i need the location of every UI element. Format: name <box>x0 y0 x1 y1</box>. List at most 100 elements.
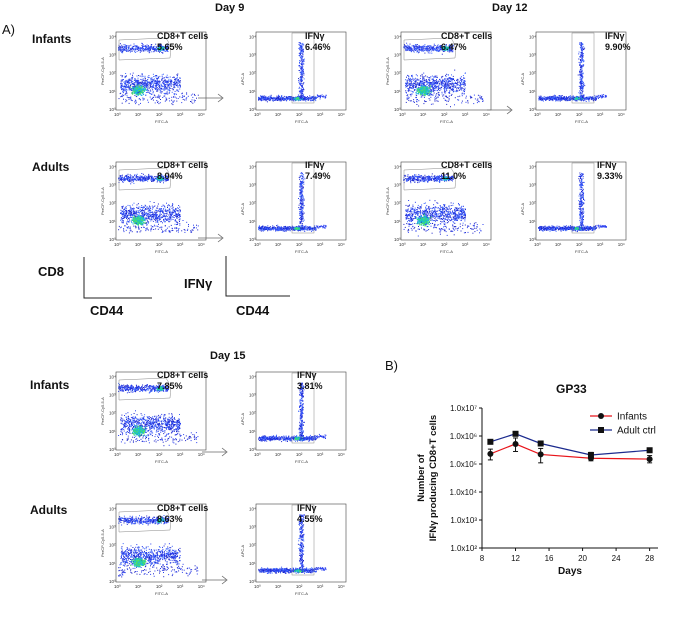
y-tick-label: 10⁴ <box>249 164 256 169</box>
cd8-gate <box>403 37 456 61</box>
x-tick-label: 10² <box>441 112 448 117</box>
flow-d9-infants-cd8: 10⁰ 10⁰ 10¹ 10¹ 10² 10² 10³ 10³ 10⁴ 10⁴ FITC-A PerC… <box>100 28 210 124</box>
y-tick-label: 10² <box>249 71 256 76</box>
flow-d15-infants-cd8: 10⁰ 10⁰ 10¹ 10¹ 10² 10² 10³ 10³ 10⁴ 10⁴ FITC-A PerC… <box>100 368 210 464</box>
flow-d12-infants-ifn: 10⁰ 10⁰ 10¹ 10¹ 10² 10² 10³ 10³ 10⁴ 10⁴ FITC-A APC-… <box>520 28 630 124</box>
y-tick-label: 1.0x10⁷ <box>450 404 477 413</box>
x-axis-name: FITC-A <box>155 119 168 124</box>
y-tick-label: 10³ <box>109 53 116 58</box>
arrow-icon-d9-inf <box>198 93 224 103</box>
y-tick-label: 10⁴ <box>394 34 401 39</box>
x-axis-name: FITC-A <box>295 591 308 596</box>
y-tick-label: 10³ <box>394 183 401 188</box>
arrow-icon-d15-adu <box>202 575 228 585</box>
x-tick-label: 12 <box>511 554 520 563</box>
x-tick-label: 28 <box>645 554 654 563</box>
y-tick-label: 10² <box>529 71 536 76</box>
y-tick-label: 10² <box>249 411 256 416</box>
x-tick-label: 10¹ <box>420 112 427 117</box>
x-axis-name: FITC-A <box>295 119 308 124</box>
x-tick-label: 10⁴ <box>198 584 205 589</box>
x-tick-label: 16 <box>545 554 554 563</box>
y-tick-label: 10⁴ <box>109 374 116 379</box>
flow-d12-adults-ifn: 10⁰ 10⁰ 10¹ 10¹ 10² 10² 10³ 10³ 10⁴ 10⁴ FITC-A APC-… <box>520 158 630 254</box>
x-tick-label: 10⁴ <box>618 242 625 247</box>
x-tick-label: 10⁴ <box>198 112 205 117</box>
axis-legend-ifn: IFNγ <box>184 276 213 291</box>
x-axis-name: FITC-A <box>155 459 168 464</box>
row-adults-2: Adults <box>30 503 68 517</box>
x-tick-label: 10² <box>156 452 163 457</box>
x-tick-label: 10⁰ <box>114 242 121 247</box>
x-tick-label: 10⁰ <box>254 452 261 457</box>
x-axis-name: FITC-A <box>155 591 168 596</box>
y-axis-name: PerCP-Cy5-5-A <box>100 187 105 215</box>
cd8-gate <box>118 377 171 401</box>
data-point-adult-ctrl <box>512 430 519 437</box>
x-tick-label: 10⁰ <box>534 112 541 117</box>
y-tick-label: 10² <box>109 201 116 206</box>
y-tick-label: 10⁰ <box>529 107 536 112</box>
legend-label: Adult ctrl <box>617 426 656 437</box>
flow-d15-adults-ifn: 10⁰ 10⁰ 10¹ 10¹ 10² 10² 10³ 10³ 10⁴ 10⁴ FITC-A APC-… <box>240 500 350 596</box>
y-tick-label: 10⁰ <box>249 447 256 452</box>
ifn-gate <box>291 372 315 444</box>
day15-title: Day 15 <box>210 350 246 362</box>
events-cloud <box>403 173 484 237</box>
chart-title: GP33 <box>556 382 587 396</box>
y-tick-label: 10⁴ <box>249 506 256 511</box>
x-tick-label: 10¹ <box>135 242 142 247</box>
arrow-icon-d9-adu <box>198 233 224 243</box>
y-axis-name: PerCP-Cy5-5-A <box>100 397 105 425</box>
y-tick-label: 10⁰ <box>529 237 536 242</box>
x-tick-label: 10⁰ <box>254 584 261 589</box>
x-tick-label: 10³ <box>177 242 184 247</box>
events-cloud <box>118 173 199 234</box>
panel-a-label: A) <box>2 22 15 37</box>
day9-title: Day 9 <box>215 2 245 14</box>
cd8-gate <box>118 167 171 191</box>
x-tick-label: 8 <box>480 554 485 563</box>
x-tick-label: 10³ <box>597 242 604 247</box>
x-tick-label: 10³ <box>317 242 324 247</box>
events-cloud <box>118 515 199 578</box>
gate-d12-adu-cd8: CD8+T cells 11.0% <box>441 160 493 181</box>
x-tick-label: 10⁴ <box>198 242 205 247</box>
y-axis-name: APC-A <box>520 202 525 215</box>
y-axis-name: PerCP-Cy5-5-A <box>385 57 390 85</box>
x-tick-label: 10³ <box>317 452 324 457</box>
y-axis-name: APC-A <box>520 72 525 85</box>
gate-d9-inf-cd8: CD8+T cells 5.65% <box>157 31 209 52</box>
y-tick-label: 10¹ <box>109 429 116 434</box>
x-tick-label: 10² <box>296 584 303 589</box>
x-tick-label: 10⁰ <box>399 112 406 117</box>
y-axis-name: APC-A <box>240 72 245 85</box>
cd8-gate <box>118 509 171 533</box>
legend-label: Infants <box>617 412 647 423</box>
flow-d9-adults-cd8: 10⁰ 10⁰ 10¹ 10¹ 10² 10² 10³ 10³ 10⁴ 10⁴ FITC-A PerC… <box>100 158 210 254</box>
y-tick-label: 10¹ <box>394 89 401 94</box>
row-infants-1: Infants <box>32 32 72 46</box>
y-tick-label: 10² <box>249 201 256 206</box>
cd8-gate <box>403 167 456 191</box>
y-tick-label: 10⁰ <box>394 107 401 112</box>
x-tick-label: 10¹ <box>135 452 142 457</box>
x-tick-label: 10⁰ <box>254 112 261 117</box>
x-tick-label: 10³ <box>317 584 324 589</box>
events-cloud <box>538 172 607 233</box>
x-tick-label: 10² <box>296 242 303 247</box>
axis-legend-cd44-2: CD44 <box>236 303 270 318</box>
y-tick-label: 10⁴ <box>109 164 116 169</box>
x-tick-label: 10⁰ <box>399 242 406 247</box>
y-tick-label: 10⁴ <box>394 164 401 169</box>
gate-d12-inf-cd8: CD8+T cells 6.47% <box>441 31 493 52</box>
x-tick-label: 10⁴ <box>338 112 345 117</box>
axis-legend-cd8: CD8 <box>38 264 65 279</box>
y-tick-label: 10³ <box>249 183 256 188</box>
flow-d12-infants-cd8: 10⁰ 10⁰ 10¹ 10¹ 10² 10² 10³ 10³ 10⁴ 10⁴ FITC-A PerC… <box>385 28 495 124</box>
y-tick-label: 10¹ <box>249 561 256 566</box>
x-tick-label: 10² <box>156 242 163 247</box>
